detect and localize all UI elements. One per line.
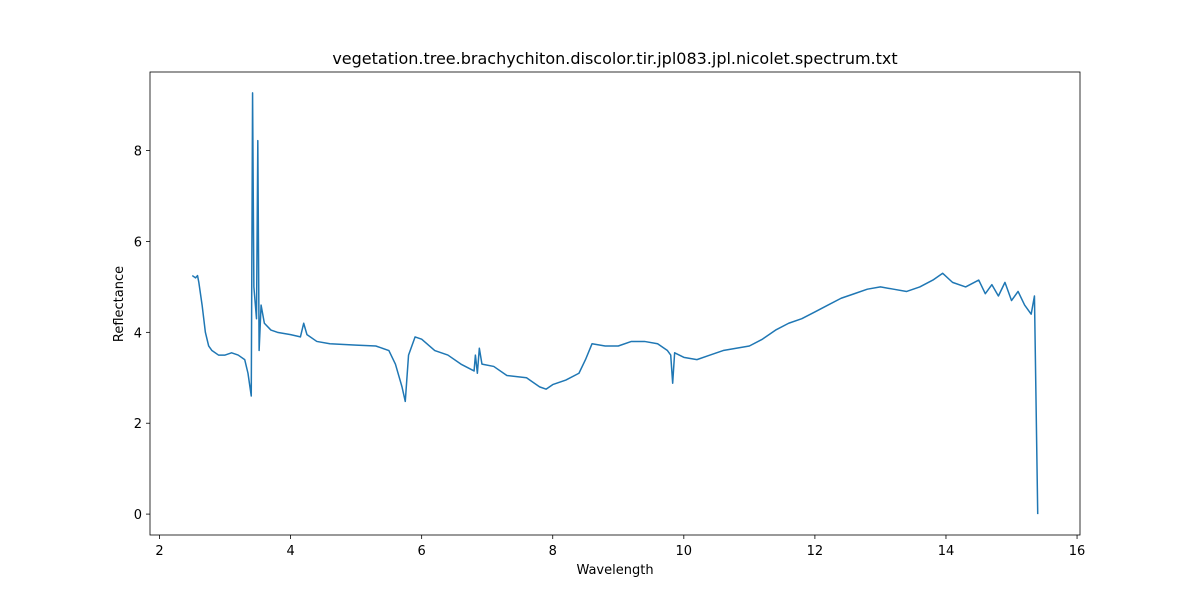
x-tick-label: 14 [938,544,955,559]
x-tick-label: 4 [286,544,294,559]
x-axis-label: Wavelength [576,563,653,578]
x-tick-label: 10 [676,544,693,559]
x-tick-label: 12 [807,544,824,559]
chart-title: vegetation.tree.brachychiton.discolor.ti… [332,49,897,68]
plot-frame [149,71,1081,536]
y-tick-label: 6 [134,235,142,250]
y-tick-label: 8 [134,145,142,160]
x-tick-label: 16 [1069,544,1086,559]
spectrum-line [191,92,1039,515]
x-tick-label: 2 [155,544,163,559]
x-tick-label: 6 [418,544,426,559]
y-tick-label: 4 [134,326,142,341]
y-tick-label: 0 [134,508,142,523]
y-axis-label: Reflectance [112,266,127,342]
y-tick-label: 2 [134,417,142,432]
x-tick-label: 8 [549,544,557,559]
